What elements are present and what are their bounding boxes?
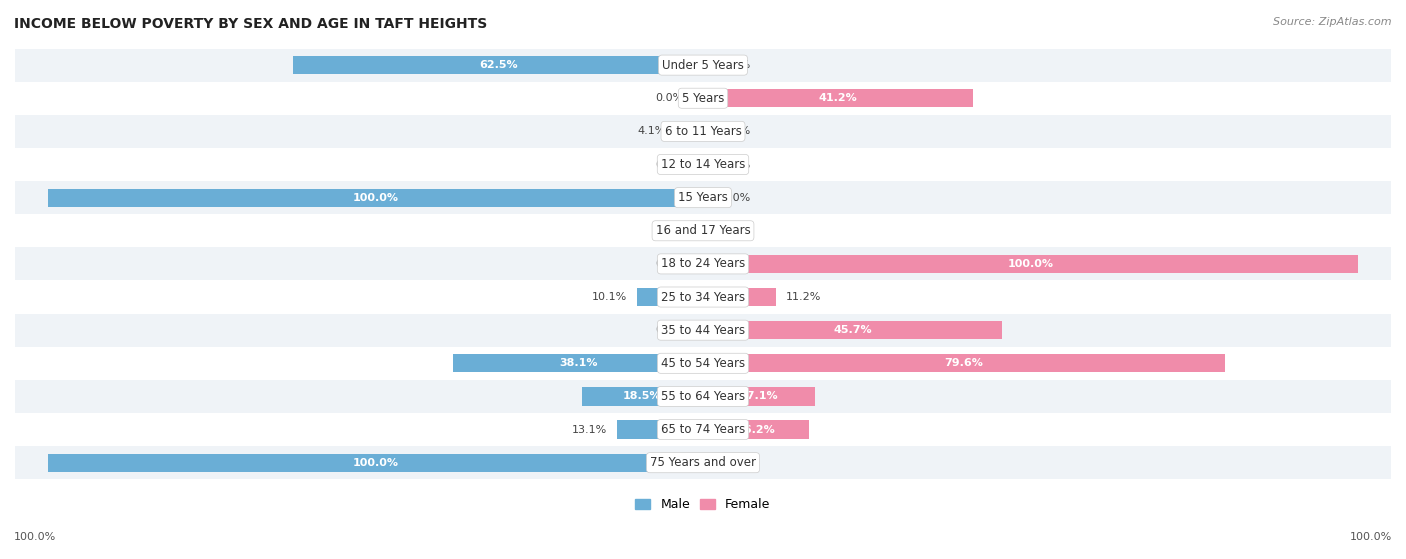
Text: 0.0%: 0.0% <box>655 259 683 269</box>
Text: 55 to 64 Years: 55 to 64 Years <box>661 390 745 403</box>
Text: Source: ZipAtlas.com: Source: ZipAtlas.com <box>1274 17 1392 27</box>
Bar <box>693 155 703 174</box>
Text: 17.1%: 17.1% <box>740 391 779 401</box>
Bar <box>48 188 703 207</box>
Legend: Male, Female: Male, Female <box>630 493 776 516</box>
Text: 18 to 24 Years: 18 to 24 Years <box>661 257 745 271</box>
Text: 0.0%: 0.0% <box>723 226 751 236</box>
Text: 79.6%: 79.6% <box>945 358 983 368</box>
Bar <box>693 255 703 273</box>
Bar <box>703 155 713 174</box>
Bar <box>617 420 703 439</box>
Text: 75 Years and over: 75 Years and over <box>650 456 756 469</box>
Bar <box>15 413 1391 446</box>
Bar <box>294 56 703 74</box>
Text: 0.0%: 0.0% <box>723 458 751 468</box>
Bar <box>703 222 713 240</box>
Bar <box>48 453 703 472</box>
Bar <box>15 314 1391 347</box>
Bar <box>703 89 973 107</box>
Bar <box>703 56 713 74</box>
Text: 0.0%: 0.0% <box>723 60 751 70</box>
Text: 10.1%: 10.1% <box>592 292 627 302</box>
Bar <box>703 288 776 306</box>
Bar <box>15 148 1391 181</box>
Text: 16 and 17 Years: 16 and 17 Years <box>655 224 751 237</box>
Text: 25 to 34 Years: 25 to 34 Years <box>661 291 745 304</box>
Bar <box>15 347 1391 380</box>
Text: 5 Years: 5 Years <box>682 92 724 105</box>
Text: 0.0%: 0.0% <box>655 159 683 169</box>
Text: 16.2%: 16.2% <box>737 424 776 434</box>
Text: 0.0%: 0.0% <box>723 159 751 169</box>
Text: 41.2%: 41.2% <box>818 93 858 103</box>
Bar <box>703 255 1358 273</box>
Bar <box>15 281 1391 314</box>
Text: Under 5 Years: Under 5 Years <box>662 59 744 72</box>
Bar <box>582 387 703 405</box>
Bar <box>703 354 1225 372</box>
Bar <box>637 288 703 306</box>
Text: 45 to 54 Years: 45 to 54 Years <box>661 357 745 370</box>
Bar <box>676 122 703 140</box>
Bar <box>453 354 703 372</box>
Bar <box>693 222 703 240</box>
Bar <box>15 446 1391 479</box>
Bar <box>15 181 1391 214</box>
Text: 0.0%: 0.0% <box>723 193 751 202</box>
Text: 35 to 44 Years: 35 to 44 Years <box>661 324 745 337</box>
Text: 0.0%: 0.0% <box>655 226 683 236</box>
Bar <box>703 387 815 405</box>
Text: 0.0%: 0.0% <box>723 126 751 136</box>
Bar <box>15 214 1391 247</box>
Bar <box>15 49 1391 82</box>
Text: 100.0%: 100.0% <box>1008 259 1053 269</box>
Text: 100.0%: 100.0% <box>14 532 56 542</box>
Bar <box>703 122 713 140</box>
Bar <box>15 115 1391 148</box>
Text: 11.2%: 11.2% <box>786 292 821 302</box>
Text: 4.1%: 4.1% <box>638 126 666 136</box>
Text: 38.1%: 38.1% <box>560 358 598 368</box>
Bar <box>693 89 703 107</box>
Bar <box>703 188 713 207</box>
Text: 0.0%: 0.0% <box>655 325 683 335</box>
Text: 45.7%: 45.7% <box>834 325 872 335</box>
Text: 12 to 14 Years: 12 to 14 Years <box>661 158 745 171</box>
Text: INCOME BELOW POVERTY BY SEX AND AGE IN TAFT HEIGHTS: INCOME BELOW POVERTY BY SEX AND AGE IN T… <box>14 17 488 31</box>
Text: 100.0%: 100.0% <box>353 458 398 468</box>
Text: 6 to 11 Years: 6 to 11 Years <box>665 125 741 138</box>
Text: 15 Years: 15 Years <box>678 191 728 204</box>
Text: 100.0%: 100.0% <box>353 193 398 202</box>
Text: 100.0%: 100.0% <box>1350 532 1392 542</box>
Bar <box>693 321 703 339</box>
Text: 65 to 74 Years: 65 to 74 Years <box>661 423 745 436</box>
Text: 13.1%: 13.1% <box>572 424 607 434</box>
Bar <box>15 82 1391 115</box>
Text: 62.5%: 62.5% <box>479 60 517 70</box>
Text: 0.0%: 0.0% <box>655 93 683 103</box>
Bar <box>703 321 1002 339</box>
Bar <box>703 420 808 439</box>
Bar <box>15 247 1391 281</box>
Text: 18.5%: 18.5% <box>623 391 662 401</box>
Bar <box>15 380 1391 413</box>
Bar <box>703 453 713 472</box>
